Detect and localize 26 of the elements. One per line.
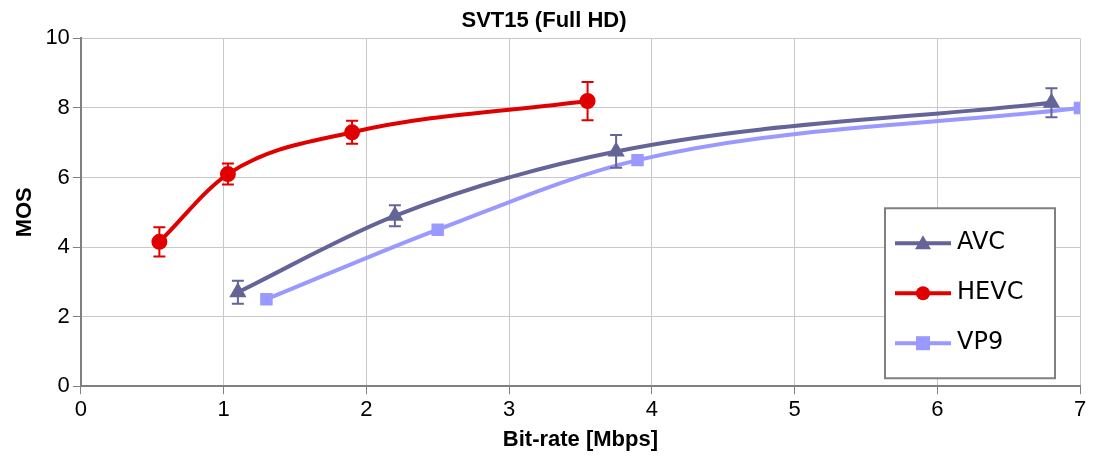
x-tick-label: 3 — [502, 396, 516, 422]
point — [631, 153, 644, 167]
x-axis-title: Bit-rate [Mbps] — [502, 425, 659, 451]
x-tick-label: 0 — [74, 396, 87, 422]
x-tick-label: 1 — [217, 396, 230, 422]
x-tick-label: 7 — [1073, 396, 1087, 422]
point — [387, 207, 403, 221]
y-tick-label: 4 — [57, 233, 70, 259]
y-tick-label: 0 — [57, 372, 70, 398]
x-tick-label: 6 — [931, 396, 944, 422]
legend-label: VP9 — [957, 327, 1004, 356]
x-tick-label: 4 — [645, 396, 658, 422]
point — [260, 293, 273, 306]
y-axis-title: MOS — [11, 187, 37, 238]
chart-title: SVT15 (Full HD) — [461, 7, 627, 33]
point — [431, 223, 444, 236]
x-tick-label: 2 — [360, 396, 373, 422]
y-tick-label: 10 — [45, 24, 70, 50]
legend-label: HEVC — [957, 277, 1024, 306]
legend-label: AVC — [957, 227, 1006, 256]
x-tick-label: 5 — [788, 396, 801, 422]
y-tick-label: 2 — [57, 302, 70, 328]
point — [1044, 94, 1059, 108]
y-tick-label: 8 — [57, 94, 70, 120]
y-tick-label: 6 — [57, 163, 70, 189]
point — [219, 166, 236, 183]
